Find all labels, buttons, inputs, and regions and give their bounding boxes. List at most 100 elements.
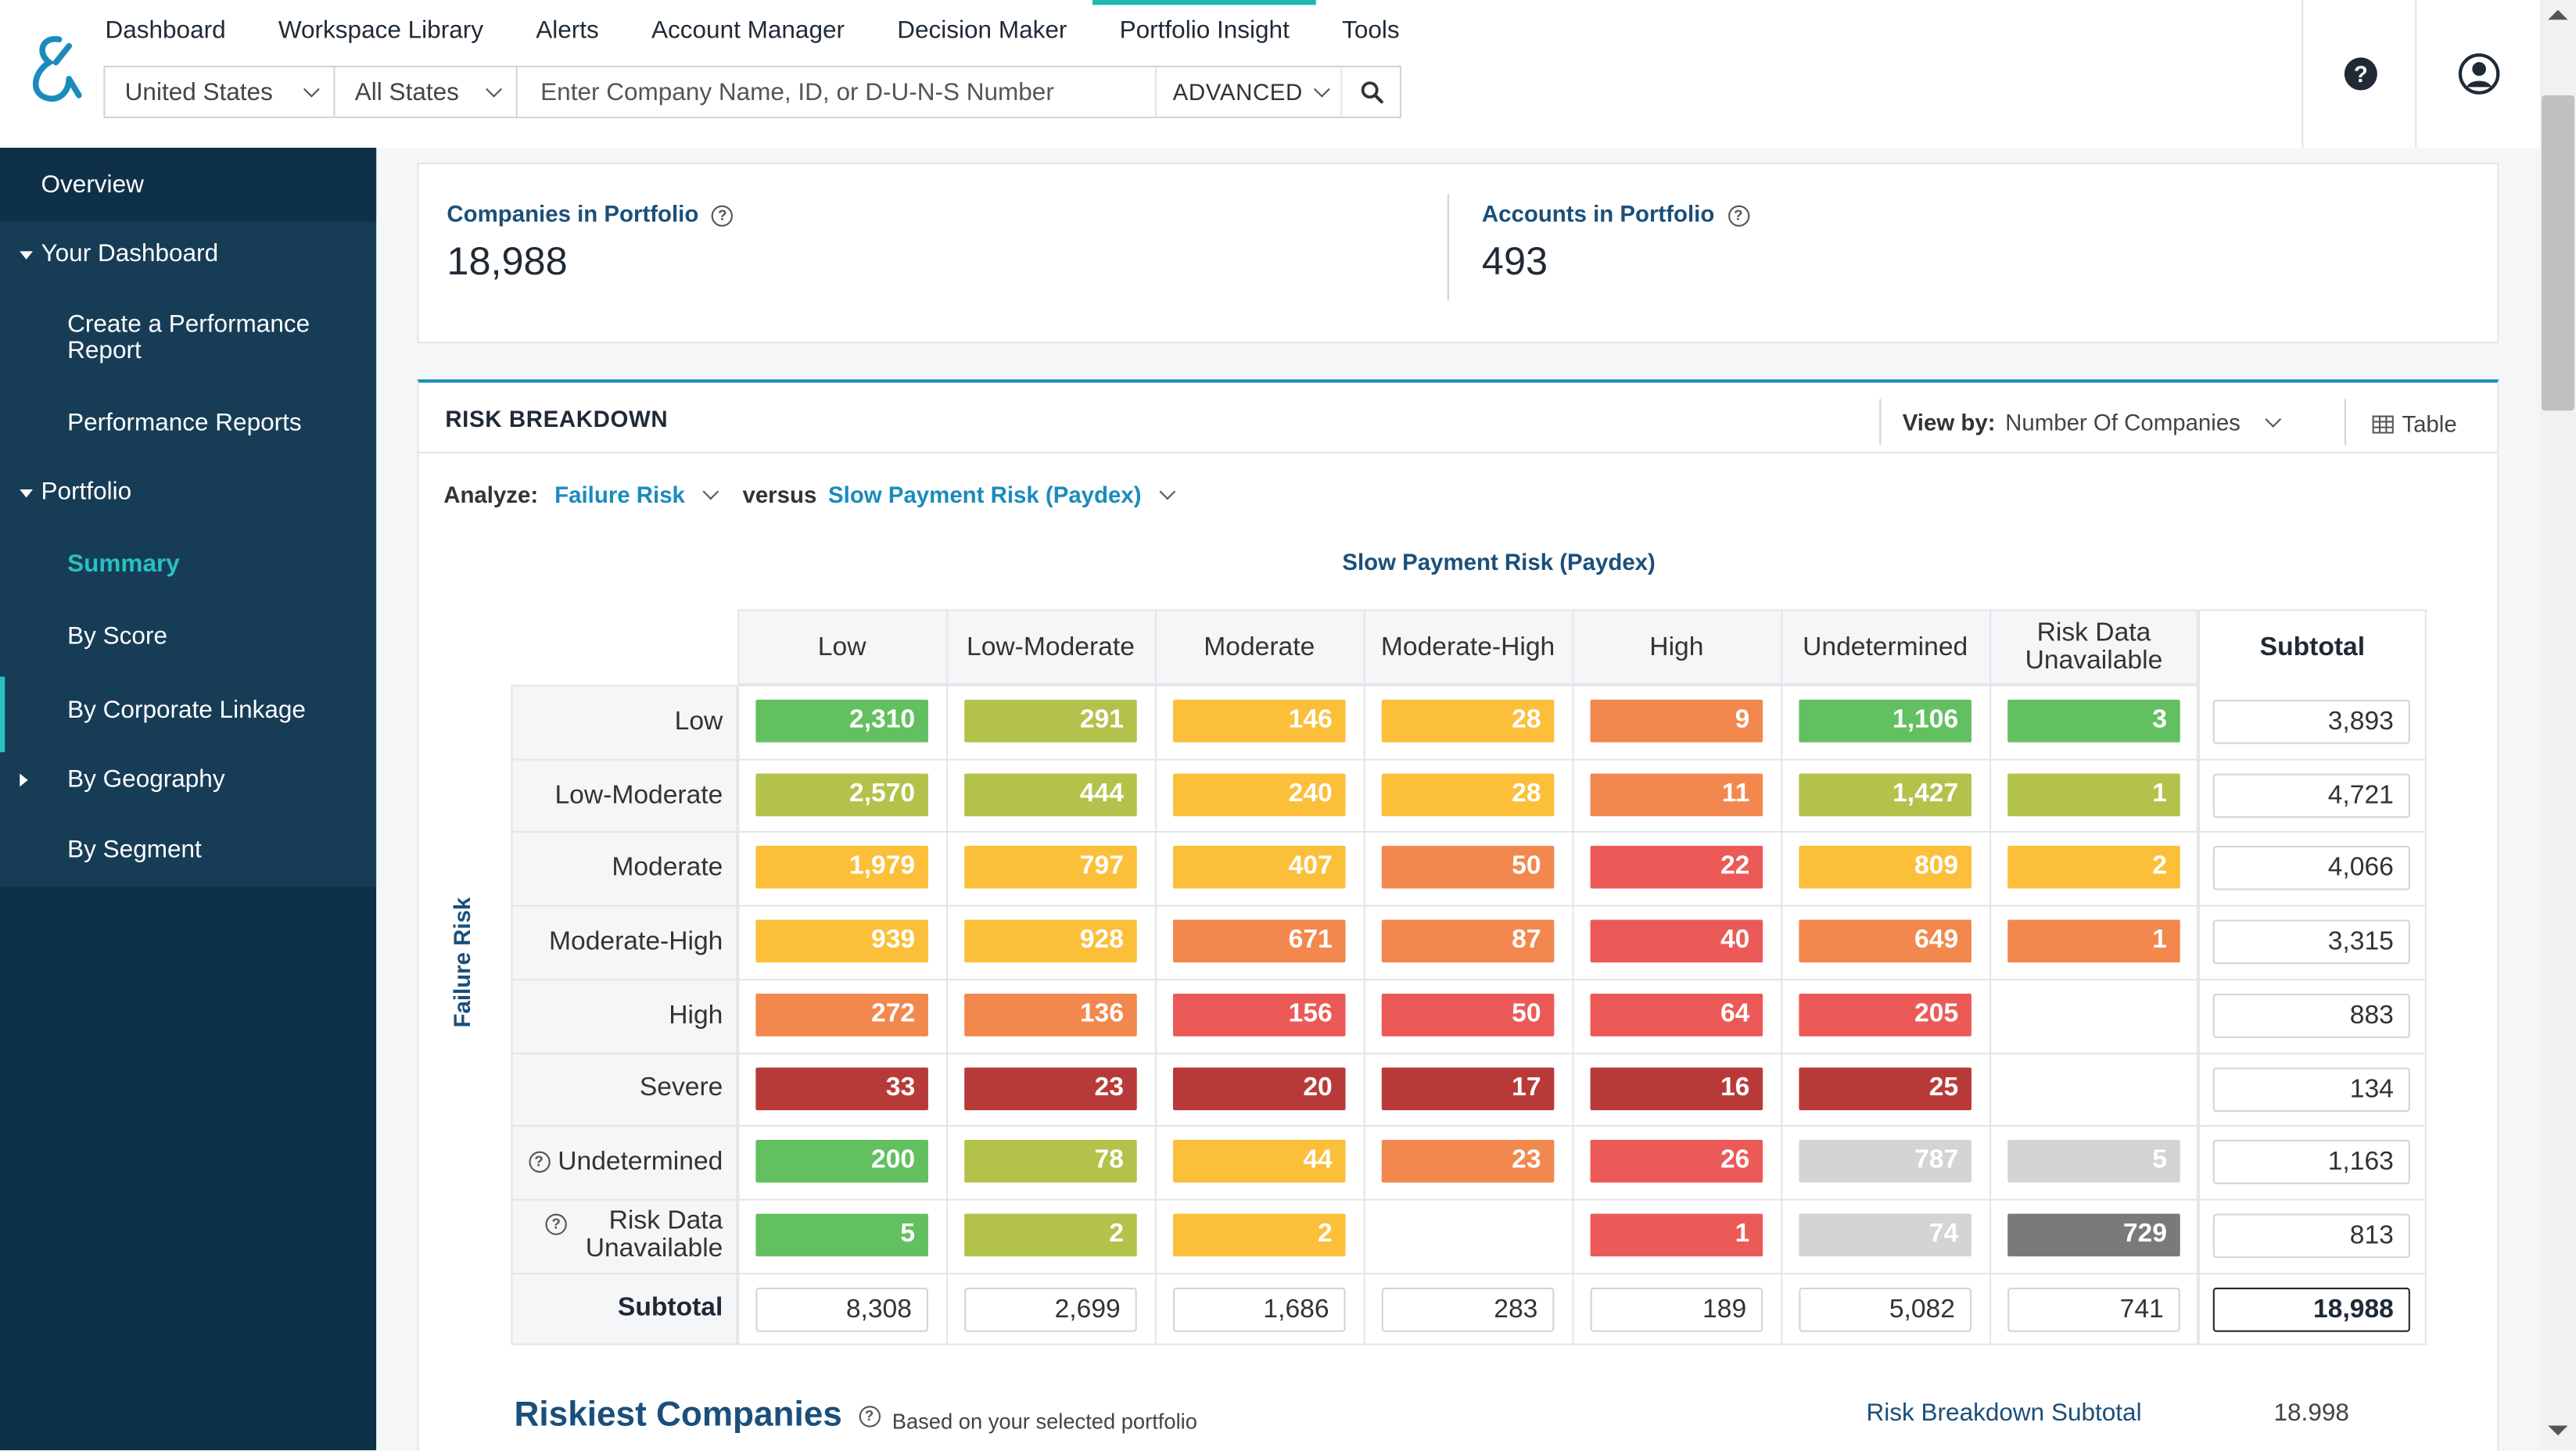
matrix-cell[interactable]: 5	[2007, 1140, 2180, 1183]
matrix-cell[interactable]: 23	[1381, 1140, 1555, 1183]
user-profile-button[interactable]	[2415, 0, 2540, 149]
matrix-cell[interactable]: 136	[964, 993, 1137, 1037]
risk-breakdown-subtotal-value: 18.998	[2273, 1399, 2349, 1428]
nav-alerts[interactable]: Alerts	[536, 16, 599, 45]
sidebar-item-by-score[interactable]: By Score	[67, 622, 167, 650]
sidebar-item-overview[interactable]: Overview	[41, 170, 144, 199]
matrix-cell[interactable]: 20	[1172, 1066, 1346, 1110]
y-axis-title: Failure Risk	[448, 897, 475, 1028]
help-circle-icon[interactable]: ?	[545, 1213, 567, 1235]
matrix-cell[interactable]: 2	[964, 1213, 1137, 1256]
matrix-cell[interactable]: 407	[1172, 846, 1346, 890]
matrix-cell[interactable]: 797	[964, 846, 1137, 890]
nav-workspace-library[interactable]: Workspace Library	[278, 16, 483, 45]
matrix-cell[interactable]: 1,106	[1799, 699, 1971, 743]
matrix-cell[interactable]: 33	[755, 1066, 928, 1110]
advanced-search-dropdown[interactable]: ADVANCED	[1154, 67, 1341, 117]
matrix-cell[interactable]: 444	[964, 772, 1137, 816]
matrix-cell[interactable]: 205	[1799, 993, 1971, 1037]
scrollbar-thumb[interactable]	[2541, 95, 2574, 411]
dnb-logo-icon[interactable]	[20, 30, 85, 109]
matrix-cell[interactable]: 22	[1590, 846, 1763, 890]
matrix-cell[interactable]: 939	[755, 919, 928, 963]
matrix-cell[interactable]: 44	[1172, 1140, 1346, 1183]
sidebar-item-by-segment[interactable]: By Segment	[67, 836, 202, 865]
scroll-down-arrow-icon[interactable]	[2548, 1425, 2568, 1436]
matrix-cell[interactable]: 26	[1590, 1140, 1763, 1183]
help-circle-icon[interactable]: ?	[528, 1151, 550, 1173]
matrix-cell[interactable]: 291	[964, 699, 1137, 743]
help-button[interactable]: ?	[2302, 0, 2416, 149]
matrix-cell[interactable]: 272	[755, 993, 928, 1037]
column-header: Moderate-High	[1380, 632, 1555, 661]
left-sidebar: Overview Your Dashboard Create a Perform…	[0, 148, 377, 1451]
sidebar-item-create-performance-report[interactable]: Create a Performance Report	[67, 310, 310, 365]
nav-tools[interactable]: Tools	[1342, 16, 1400, 45]
help-circle-icon[interactable]: ?	[712, 205, 734, 227]
matrix-cell[interactable]: 50	[1381, 846, 1555, 890]
table-view-toggle[interactable]: Table	[2372, 401, 2457, 447]
matrix-cell[interactable]: 11	[1590, 772, 1763, 816]
matrix-cell[interactable]: 729	[2007, 1213, 2180, 1256]
matrix-cell[interactable]: 146	[1172, 699, 1346, 743]
view-by-dropdown[interactable]: View by: Number Of Companies	[1903, 399, 2281, 445]
matrix-cell[interactable]: 5	[755, 1213, 928, 1256]
matrix-cell[interactable]: 9	[1590, 699, 1763, 743]
company-search-input[interactable]	[517, 67, 1155, 117]
matrix-cell[interactable]: 1,427	[1799, 772, 1971, 816]
matrix-cell[interactable]: 928	[964, 919, 1137, 963]
column-subtotal: 741	[2007, 1287, 2180, 1331]
matrix-cell[interactable]: 16	[1590, 1066, 1763, 1110]
matrix-cell[interactable]: 23	[964, 1066, 1137, 1110]
matrix-cell[interactable]: 74	[1799, 1213, 1971, 1256]
matrix-cell[interactable]: 809	[1799, 846, 1971, 890]
matrix-cell[interactable]: 240	[1172, 772, 1346, 816]
matrix-cell[interactable]: 1	[1590, 1213, 1763, 1256]
matrix-cell[interactable]: 28	[1381, 772, 1555, 816]
country-select[interactable]: United States	[105, 67, 335, 117]
matrix-cell[interactable]: 3	[2007, 699, 2180, 743]
matrix-cell[interactable]: 2	[2007, 846, 2180, 890]
matrix-cell[interactable]: 78	[964, 1140, 1137, 1183]
matrix-cell[interactable]: 17	[1381, 1066, 1555, 1110]
sidebar-item-your-dashboard[interactable]: Your Dashboard	[41, 239, 219, 268]
matrix-cell[interactable]: 2,310	[755, 699, 928, 743]
nav-portfolio-insight[interactable]: Portfolio Insight	[1093, 0, 1317, 63]
search-button[interactable]	[1340, 67, 1400, 117]
matrix-cell[interactable]: 2	[1172, 1213, 1346, 1256]
sidebar-item-summary[interactable]: Summary	[67, 550, 180, 579]
matrix-cell[interactable]: 64	[1590, 993, 1763, 1037]
matrix-cell[interactable]: 1	[2007, 919, 2180, 963]
sidebar-item-by-corporate-linkage[interactable]: By Corporate Linkage	[67, 696, 306, 725]
versus-risk-dropdown[interactable]: Slow Payment Risk (Paydex)	[828, 482, 1175, 507]
sidebar-item-by-geography[interactable]: By Geography	[67, 765, 225, 794]
column-header: Undetermined	[1803, 632, 1968, 661]
nav-dashboard[interactable]: Dashboard	[105, 16, 226, 45]
matrix-cell[interactable]: 200	[755, 1140, 928, 1183]
matrix-cell[interactable]: 87	[1381, 919, 1555, 963]
sidebar-item-performance-reports[interactable]: Performance Reports	[67, 409, 302, 437]
sidebar-item-portfolio[interactable]: Portfolio	[41, 478, 132, 507]
state-select[interactable]: All States	[335, 67, 518, 117]
matrix-cell[interactable]: 649	[1799, 919, 1971, 963]
risk-breakdown-subtotal-label: Risk Breakdown Subtotal	[1866, 1399, 2142, 1428]
matrix-cell[interactable]: 25	[1799, 1066, 1971, 1110]
nav-account-manager[interactable]: Account Manager	[651, 16, 845, 45]
matrix-cell[interactable]: 40	[1590, 919, 1763, 963]
matrix-cell[interactable]: 28	[1381, 699, 1555, 743]
country-select-value: United States	[124, 77, 273, 106]
row-header: ? Undetermined	[511, 1125, 723, 1198]
nav-decision-maker[interactable]: Decision Maker	[897, 16, 1067, 45]
matrix-cell[interactable]: 1	[2007, 772, 2180, 816]
column-header-band	[737, 609, 2198, 686]
analyze-risk-dropdown[interactable]: Failure Risk	[554, 482, 719, 507]
matrix-cell[interactable]: 50	[1381, 993, 1555, 1037]
matrix-cell[interactable]: 671	[1172, 919, 1346, 963]
matrix-cell[interactable]: 2,570	[755, 772, 928, 816]
help-circle-icon[interactable]: ?	[1727, 205, 1749, 227]
matrix-cell[interactable]: 1,979	[755, 846, 928, 890]
help-circle-icon[interactable]: ?	[858, 1406, 881, 1428]
matrix-cell[interactable]: 787	[1799, 1140, 1971, 1183]
scroll-up-arrow-icon[interactable]	[2548, 9, 2568, 20]
matrix-cell[interactable]: 156	[1172, 993, 1346, 1037]
